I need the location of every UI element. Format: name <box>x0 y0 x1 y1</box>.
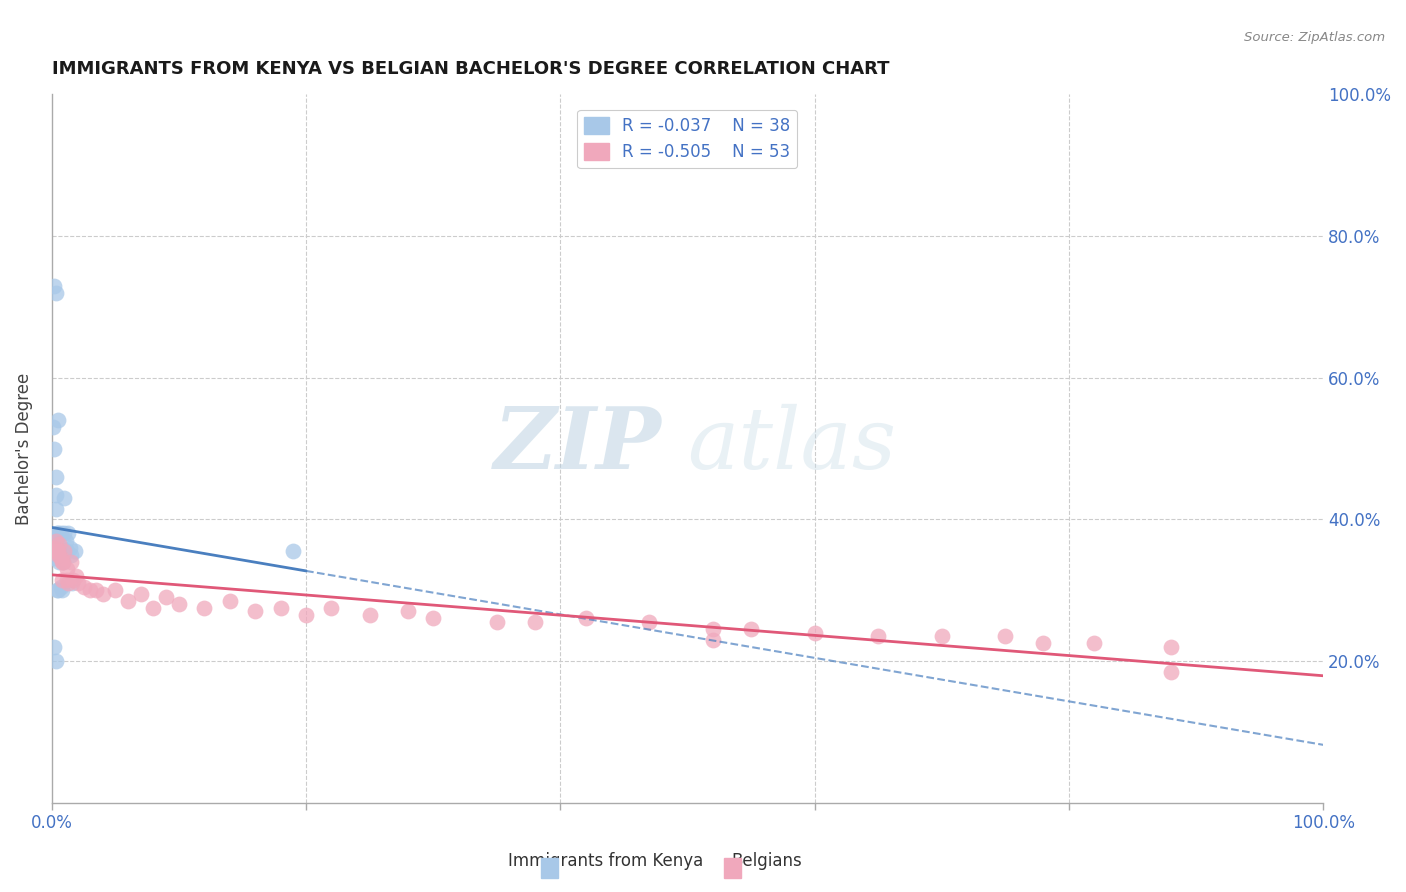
Legend: R = -0.037    N = 38, R = -0.505    N = 53: R = -0.037 N = 38, R = -0.505 N = 53 <box>578 110 797 168</box>
Point <box>44 278 66 293</box>
Point <box>129 587 152 601</box>
Point <box>45 533 67 548</box>
Point <box>55 533 77 548</box>
Point <box>46 413 69 427</box>
Point <box>485 615 508 629</box>
Point <box>48 544 70 558</box>
Point <box>53 491 76 505</box>
Point <box>218 594 240 608</box>
Point <box>46 583 69 598</box>
Point <box>56 562 79 576</box>
Point <box>44 640 66 654</box>
Text: Belgians: Belgians <box>731 852 801 870</box>
Point <box>59 555 82 569</box>
Point <box>396 604 419 618</box>
Point <box>53 526 76 541</box>
Point <box>295 607 318 622</box>
Point <box>91 587 114 601</box>
Point <box>49 526 72 541</box>
Point <box>49 548 72 562</box>
Point <box>1032 636 1054 650</box>
Point <box>142 600 165 615</box>
Point <box>45 654 67 668</box>
Point <box>84 583 107 598</box>
Point <box>63 544 86 558</box>
Point <box>740 622 762 636</box>
Point <box>167 597 190 611</box>
Point <box>56 573 79 587</box>
Point <box>104 583 127 598</box>
Point <box>44 551 66 566</box>
Point <box>62 573 84 587</box>
Point <box>1160 640 1182 654</box>
Point <box>868 629 890 643</box>
Point <box>575 611 598 625</box>
Point <box>58 576 80 591</box>
Point <box>49 580 72 594</box>
Point <box>45 526 67 541</box>
Point <box>702 622 724 636</box>
Point <box>193 600 215 615</box>
Point <box>1083 636 1105 650</box>
Point <box>44 442 66 456</box>
Point <box>523 615 546 629</box>
Point <box>51 541 73 555</box>
Point <box>51 555 73 569</box>
Point <box>52 555 75 569</box>
Point <box>359 607 381 622</box>
Point <box>72 580 94 594</box>
Point <box>1160 665 1182 679</box>
Point <box>53 544 76 558</box>
Point <box>45 285 67 300</box>
Point <box>45 487 67 501</box>
Point <box>79 583 101 598</box>
Point <box>46 544 69 558</box>
Point <box>42 420 65 434</box>
Text: IMMIGRANTS FROM KENYA VS BELGIAN BACHELOR'S DEGREE CORRELATION CHART: IMMIGRANTS FROM KENYA VS BELGIAN BACHELO… <box>52 60 889 78</box>
Point <box>422 611 444 625</box>
Point <box>67 576 90 591</box>
Point <box>45 470 67 484</box>
Point <box>638 615 661 629</box>
Point <box>45 544 67 558</box>
Text: Immigrants from Kenya: Immigrants from Kenya <box>508 852 703 870</box>
Point <box>44 530 66 544</box>
Point <box>45 541 67 555</box>
Point <box>51 583 73 598</box>
Point <box>52 544 75 558</box>
Point <box>49 551 72 566</box>
Point <box>994 629 1017 643</box>
Point <box>243 604 266 618</box>
Text: atlas: atlas <box>688 404 897 486</box>
Point <box>45 501 67 516</box>
Point <box>42 544 65 558</box>
Point <box>155 591 177 605</box>
Point <box>58 526 80 541</box>
Point <box>58 541 80 555</box>
Point <box>45 583 67 598</box>
Y-axis label: Bachelor's Degree: Bachelor's Degree <box>15 372 32 524</box>
Point <box>46 548 69 562</box>
Point <box>51 573 73 587</box>
Point <box>270 600 292 615</box>
Point <box>52 555 75 569</box>
Point <box>702 632 724 647</box>
Point <box>59 548 82 562</box>
Point <box>931 629 953 643</box>
Point <box>53 544 76 558</box>
Point <box>803 625 825 640</box>
Point <box>48 555 70 569</box>
Point <box>46 526 69 541</box>
Point <box>56 544 79 558</box>
Point <box>283 544 305 558</box>
Text: Source: ZipAtlas.com: Source: ZipAtlas.com <box>1244 31 1385 45</box>
Text: ZIP: ZIP <box>494 403 662 487</box>
Point <box>60 576 83 591</box>
Point <box>42 544 65 558</box>
Point <box>48 537 70 551</box>
Point <box>65 569 87 583</box>
Point <box>44 541 66 555</box>
Point <box>321 600 343 615</box>
Point <box>117 594 139 608</box>
